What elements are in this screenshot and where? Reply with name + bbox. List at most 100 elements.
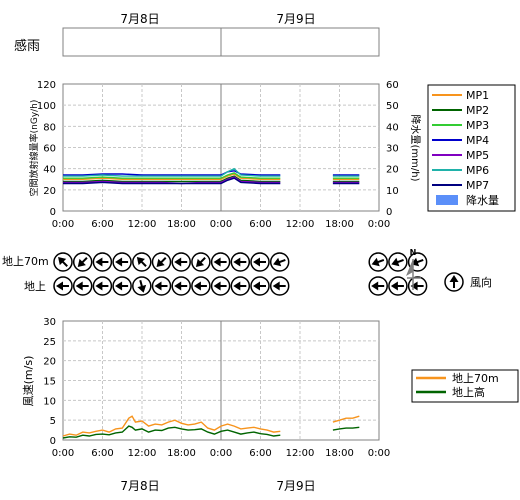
wind-direction-icon-70m — [171, 252, 191, 272]
wind-direction-icon-70m — [210, 252, 231, 272]
wind-direction-icon-ground — [269, 276, 290, 296]
series-line-地上高 — [332, 426, 360, 431]
wind-direction-icon-ground — [72, 276, 93, 296]
wind-icon-head — [58, 257, 67, 266]
wind-direction-icon-ground — [132, 276, 152, 296]
sense-rain-label: 感雨 — [14, 38, 40, 54]
wind-icon-head — [137, 284, 147, 293]
wind-icon-arrow — [136, 257, 147, 267]
wind-icon-arrow — [115, 257, 129, 267]
wind-icon-arrow — [233, 281, 247, 291]
wind-speed-y-axis-label: 風速(m/s) — [22, 356, 35, 407]
series-line-地上高 — [62, 425, 281, 439]
wind-icon-head — [233, 257, 241, 267]
north-indicator-head — [406, 259, 413, 276]
wind-icon-arrow — [253, 281, 266, 291]
x-tick-label: 18:00 — [167, 219, 196, 230]
wind-icon-arrow — [233, 257, 247, 267]
wind-icon-head — [193, 281, 201, 291]
y-tick-label: 5 — [50, 416, 56, 427]
wind-icon-head — [272, 281, 280, 291]
north-label: N — [410, 248, 417, 257]
legend-swatch-precipitation — [436, 195, 458, 205]
y-tick-label: 80 — [43, 122, 56, 133]
wind-direction-icon-70m — [388, 252, 408, 272]
wind-direction-icon-ground — [191, 276, 211, 296]
x-tick-label: 0:00 — [52, 219, 74, 230]
wind-icon-head — [95, 281, 103, 291]
wind-icon-head — [75, 281, 83, 291]
wind-direction-icon-70m — [112, 252, 132, 272]
wind-direction-icon-70m — [191, 252, 211, 272]
y2-tick-label: 40 — [386, 122, 399, 133]
legend-label-MP7: MP7 — [466, 179, 489, 192]
precip-y-axis-label: 降水量(mm/h) — [409, 115, 422, 182]
wind-direction-icon-ground — [112, 276, 132, 296]
wind-icon-head — [95, 257, 103, 267]
x-tick-label: 0:00 — [368, 219, 390, 230]
wind-direction-icon-ground — [151, 276, 172, 296]
y-tick-label: 100 — [37, 101, 56, 112]
wind-direction-icon-ground — [53, 276, 73, 296]
legend-label-MP1: MP1 — [466, 89, 489, 102]
wind-icon-arrow — [371, 257, 385, 267]
wind-direction-icon-ground — [92, 276, 113, 296]
wind-direction-icon-ground — [388, 276, 408, 296]
wind-icon-arrow — [273, 257, 286, 267]
x-tick-label: 6:00 — [249, 219, 271, 230]
wind-speed-legend-box — [411, 369, 519, 403]
series-line-MP1 — [63, 173, 281, 181]
wind-icon-arrow — [115, 281, 129, 291]
legend-label-地上70m: 地上70m — [452, 372, 499, 385]
dose-rate-chart: 0 20 40 60 80 100 120 0 10 20 30 40 50 60 0:00 6:00 12… — [28, 80, 422, 230]
legend-label-MP5: MP5 — [466, 149, 489, 162]
wind-direction-icon-70m — [72, 252, 93, 272]
wind-icon-arrow — [253, 257, 266, 267]
wind-icon-arrow — [154, 281, 168, 291]
wind-direction-icon-70m — [368, 252, 388, 272]
y-tick-label: 15 — [43, 377, 56, 388]
x-tick-label: 18:00 — [167, 448, 196, 459]
wind-icon-arrow — [449, 275, 459, 288]
wind-icon-head — [154, 281, 162, 291]
wind-direction-icon-70m — [250, 252, 270, 272]
wind-icon-head — [213, 281, 221, 291]
wind-icon-head — [136, 257, 145, 266]
legend-label-precipitation: 降水量 — [466, 193, 499, 207]
y2-tick-label: 0 — [386, 207, 392, 218]
y2-tick-label: 60 — [386, 80, 399, 91]
wind-direction-icon-70m — [92, 252, 113, 272]
wind-icon-head — [115, 257, 123, 267]
wind-icon-head — [391, 257, 400, 267]
date-label-day1-bottom: 7月8日 — [120, 479, 159, 493]
wind-icon-arrow — [137, 279, 147, 293]
x-tick-label: 0:00 — [210, 448, 232, 459]
wind-icon-arrow — [58, 257, 68, 267]
wind-icon-arrow — [56, 281, 69, 291]
x-tick-label: 6:00 — [91, 219, 113, 230]
y2-tick-label: 50 — [386, 101, 399, 112]
wind-icon-arrow — [75, 281, 89, 291]
wind-icon-head — [115, 281, 123, 291]
x-tick-label: 12:00 — [128, 219, 157, 230]
wind-direction-row-70m — [53, 252, 428, 272]
wind-icon-arrow — [213, 281, 227, 291]
y2-tick-label: 30 — [386, 144, 399, 155]
wind-direction-icon-ground — [368, 276, 388, 296]
wind-direction-legend-label: 風向 — [470, 275, 492, 289]
wind-direction-icon-ground — [171, 276, 191, 296]
wind-icon-arrow — [193, 281, 207, 291]
x-tick-label: 6:00 — [91, 448, 113, 459]
wind-icon-head — [213, 257, 221, 267]
series-line-MP3 — [63, 172, 281, 179]
wind-direction-icon-ground — [250, 276, 270, 296]
y-tick-label: 10 — [43, 396, 56, 407]
y2-tick-label: 20 — [386, 165, 399, 176]
wind-icon-arrow — [174, 281, 188, 291]
wind-direction-icon-ground — [407, 276, 428, 296]
wind-icon-arrow — [95, 257, 109, 267]
y-tick-label: 60 — [43, 144, 56, 155]
legend-label-MP4: MP4 — [466, 134, 489, 147]
